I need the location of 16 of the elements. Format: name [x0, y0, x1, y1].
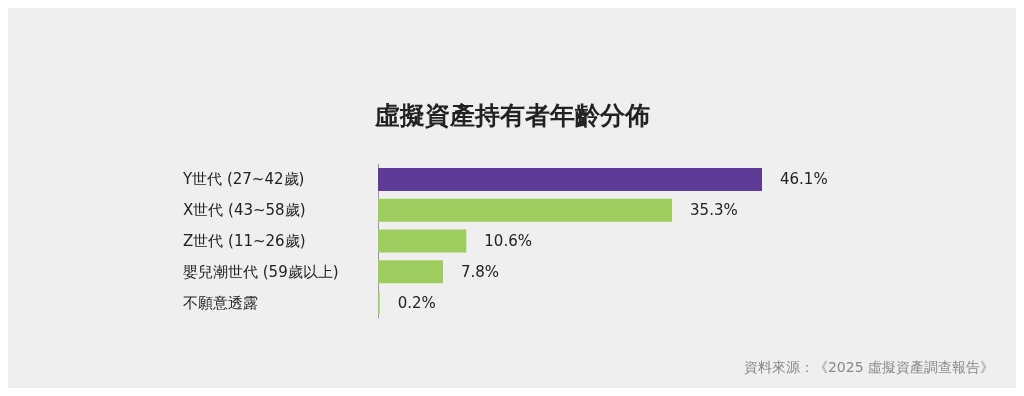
- bar: [378, 198, 673, 222]
- source-note: 資料來源：《2025 虛擬資產調查報告》: [743, 359, 995, 375]
- data-label: 35.3%: [690, 201, 738, 220]
- data-label: 7.8%: [460, 262, 500, 281]
- bar: [378, 229, 467, 253]
- bar: [378, 260, 443, 284]
- bar: [378, 167, 762, 191]
- y-tick-label: Z世代 (11~26歲): [183, 232, 306, 250]
- chart-title: 虛擬資產持有者年齡分佈: [373, 101, 650, 130]
- data-label: 10.6%: [484, 232, 532, 250]
- y-tick-label: Y世代 (27~42歲): [182, 170, 305, 189]
- y-tick-label: X世代 (43~58歲): [183, 201, 306, 220]
- data-label: 46.1%: [780, 170, 828, 189]
- y-tick-label: 嬰兒潮世代 (59歲以上): [183, 262, 339, 281]
- y-tick-label: 不願意透露: [183, 293, 258, 312]
- data-label: 0.2%: [397, 293, 436, 312]
